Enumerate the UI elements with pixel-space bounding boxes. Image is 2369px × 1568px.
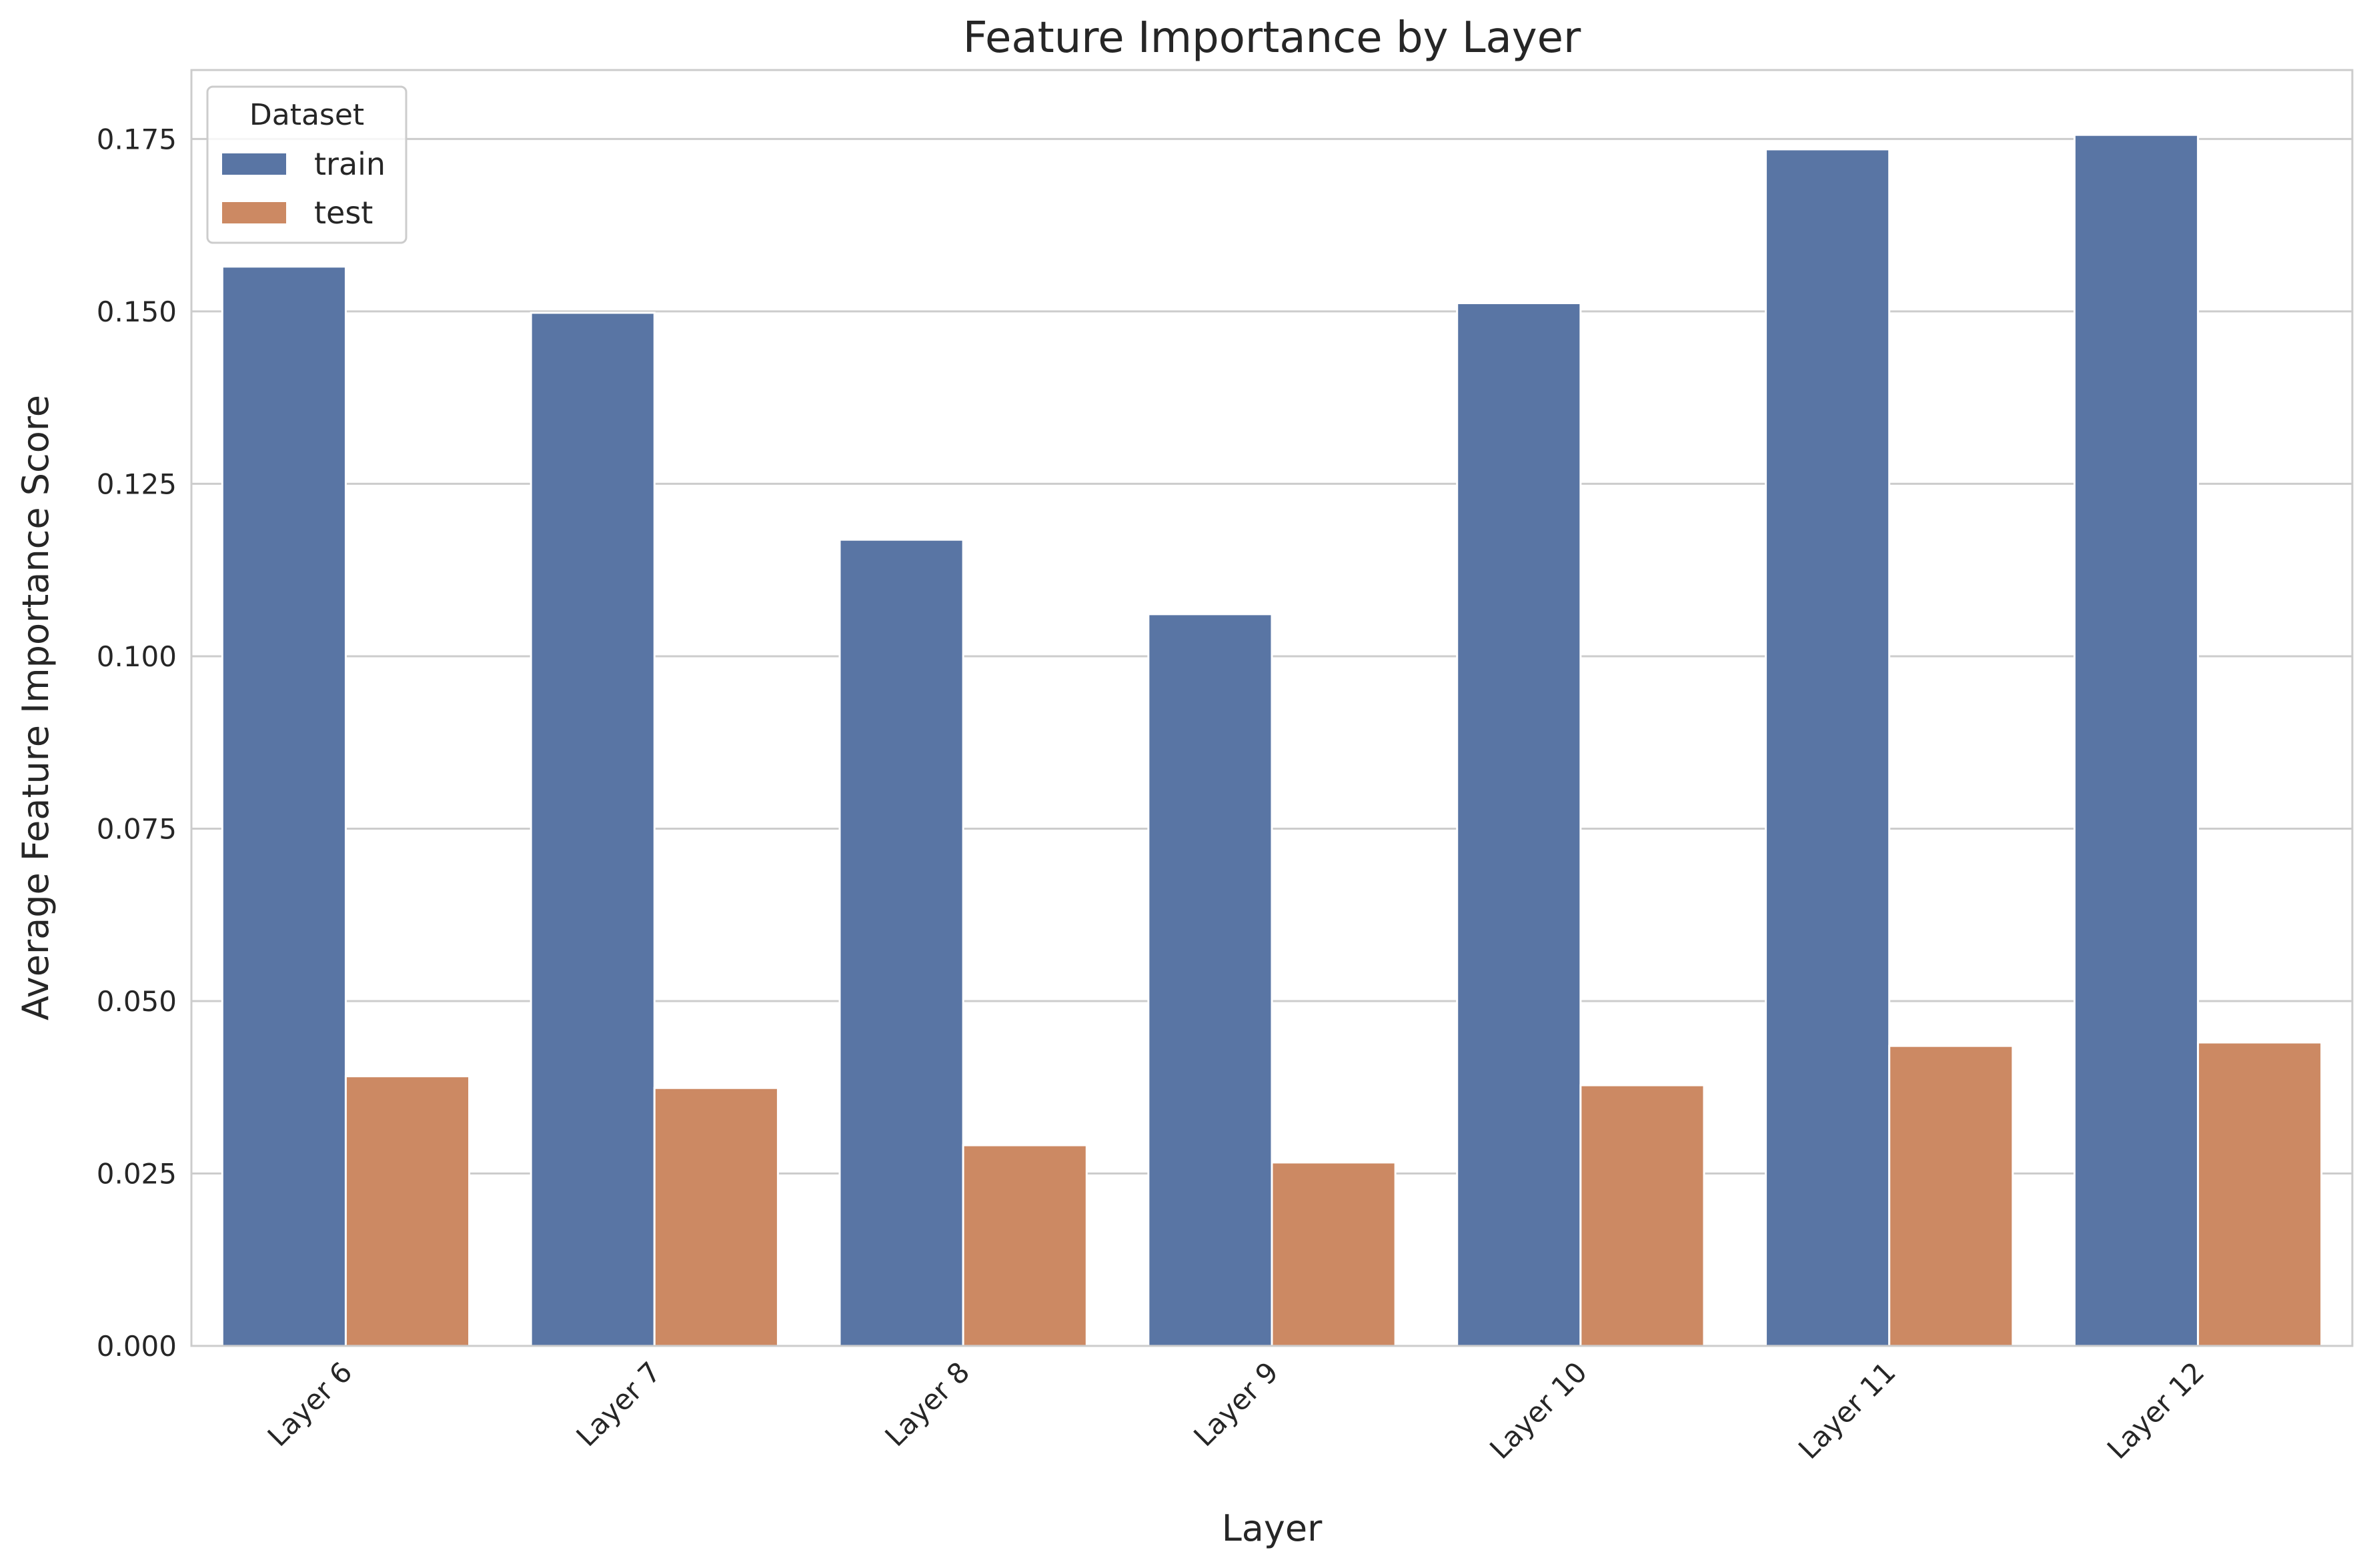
bar-test-layer-12: [2197, 1041, 2323, 1347]
bar-train-layer-6: [221, 265, 347, 1347]
x-tick-label: Layer 7: [570, 1355, 668, 1453]
y-tick-label: 0.050: [97, 985, 177, 1018]
bar-test-layer-9: [1271, 1161, 1397, 1347]
bars: [221, 133, 2323, 1347]
legend: Dataset train test: [206, 85, 408, 244]
y-tick-labels: 0.000 0.025 0.050 0.075 0.100 0.125 0.150 0.175: [97, 123, 177, 1363]
bar-train-layer-11: [1765, 148, 1891, 1347]
y-tick-label: 0.125: [97, 468, 177, 500]
bar-train-layer-7: [530, 311, 656, 1347]
x-axis-label: Layer: [1222, 1507, 1323, 1549]
bar-test-layer-10: [1579, 1084, 1705, 1347]
y-tick-label: 0.150: [97, 295, 177, 328]
bar-train-layer-10: [1456, 302, 1582, 1347]
x-tick-label: Layer 10: [1483, 1355, 1593, 1465]
legend-label-train: train: [314, 146, 385, 182]
bar-test-layer-8: [962, 1144, 1088, 1347]
bar-test-layer-6: [344, 1075, 471, 1347]
bar-test-layer-11: [1888, 1044, 2014, 1347]
bar-train-layer-12: [2073, 133, 2200, 1347]
y-tick-label: 0.025: [97, 1157, 177, 1190]
x-tick-label: Layer 8: [878, 1355, 976, 1453]
plot-frame: [190, 69, 2354, 1347]
bar-train-layer-8: [838, 538, 964, 1347]
y-axis-label: Average Feature Importance Score: [15, 395, 57, 1020]
x-tick-label: Layer 12: [2101, 1355, 2211, 1465]
bar-train-layer-9: [1147, 613, 1273, 1347]
legend-title: Dataset: [249, 98, 364, 132]
y-tick-label: 0.100: [97, 640, 177, 673]
y-tick-label: 0.000: [97, 1330, 177, 1363]
y-tick-label: 0.075: [97, 812, 177, 845]
chart-title: Feature Importance by Layer: [963, 13, 1581, 63]
legend-label-test: test: [314, 195, 373, 231]
y-tick-label: 0.175: [97, 123, 177, 155]
x-tick-label: Layer 11: [1792, 1355, 1902, 1465]
legend-swatch-train: [222, 153, 286, 175]
x-tick-label: Layer 6: [261, 1355, 359, 1453]
x-tick-labels: Layer 6 Layer 7 Layer 8 Layer 9 Layer 10 Laye…: [261, 1355, 2211, 1465]
bar-test-layer-7: [653, 1086, 779, 1347]
legend-swatch-test: [222, 202, 286, 223]
x-tick-label: Layer 9: [1187, 1355, 1285, 1453]
